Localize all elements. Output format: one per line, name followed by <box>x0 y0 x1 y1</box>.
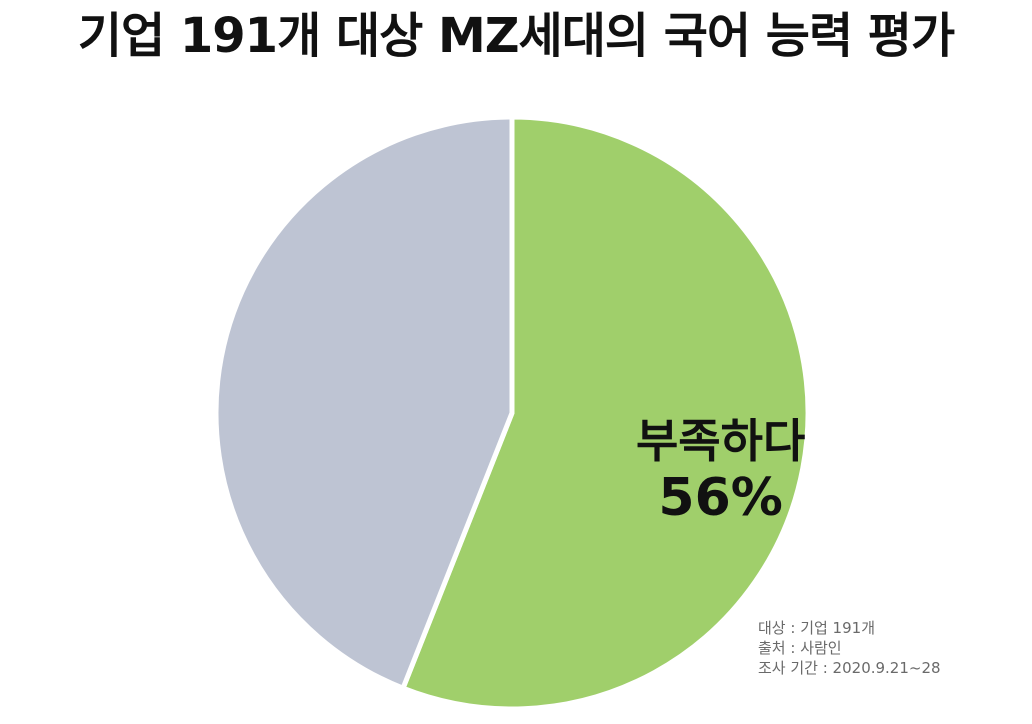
note-target: 대상 : 기업 191개 <box>758 619 875 637</box>
slice-category-label: 부족하다 <box>636 414 805 468</box>
note-source: 출처 : 사람인 <box>758 639 842 657</box>
pie-slice-1 <box>400 114 811 712</box>
note-period: 조사 기간 : 2020.9.21~28 <box>758 659 941 677</box>
chart-notes: 대상 : 기업 191개 출처 : 사람인 조사 기간 : 2020.9.21~… <box>758 618 941 678</box>
pie-slices <box>213 114 811 712</box>
slice-value-label: 56% <box>658 468 782 528</box>
chart-title: 기업 191개 대상 MZ세대의 국어 능력 평가 <box>77 8 955 64</box>
pie-slice-2 <box>213 114 515 691</box>
